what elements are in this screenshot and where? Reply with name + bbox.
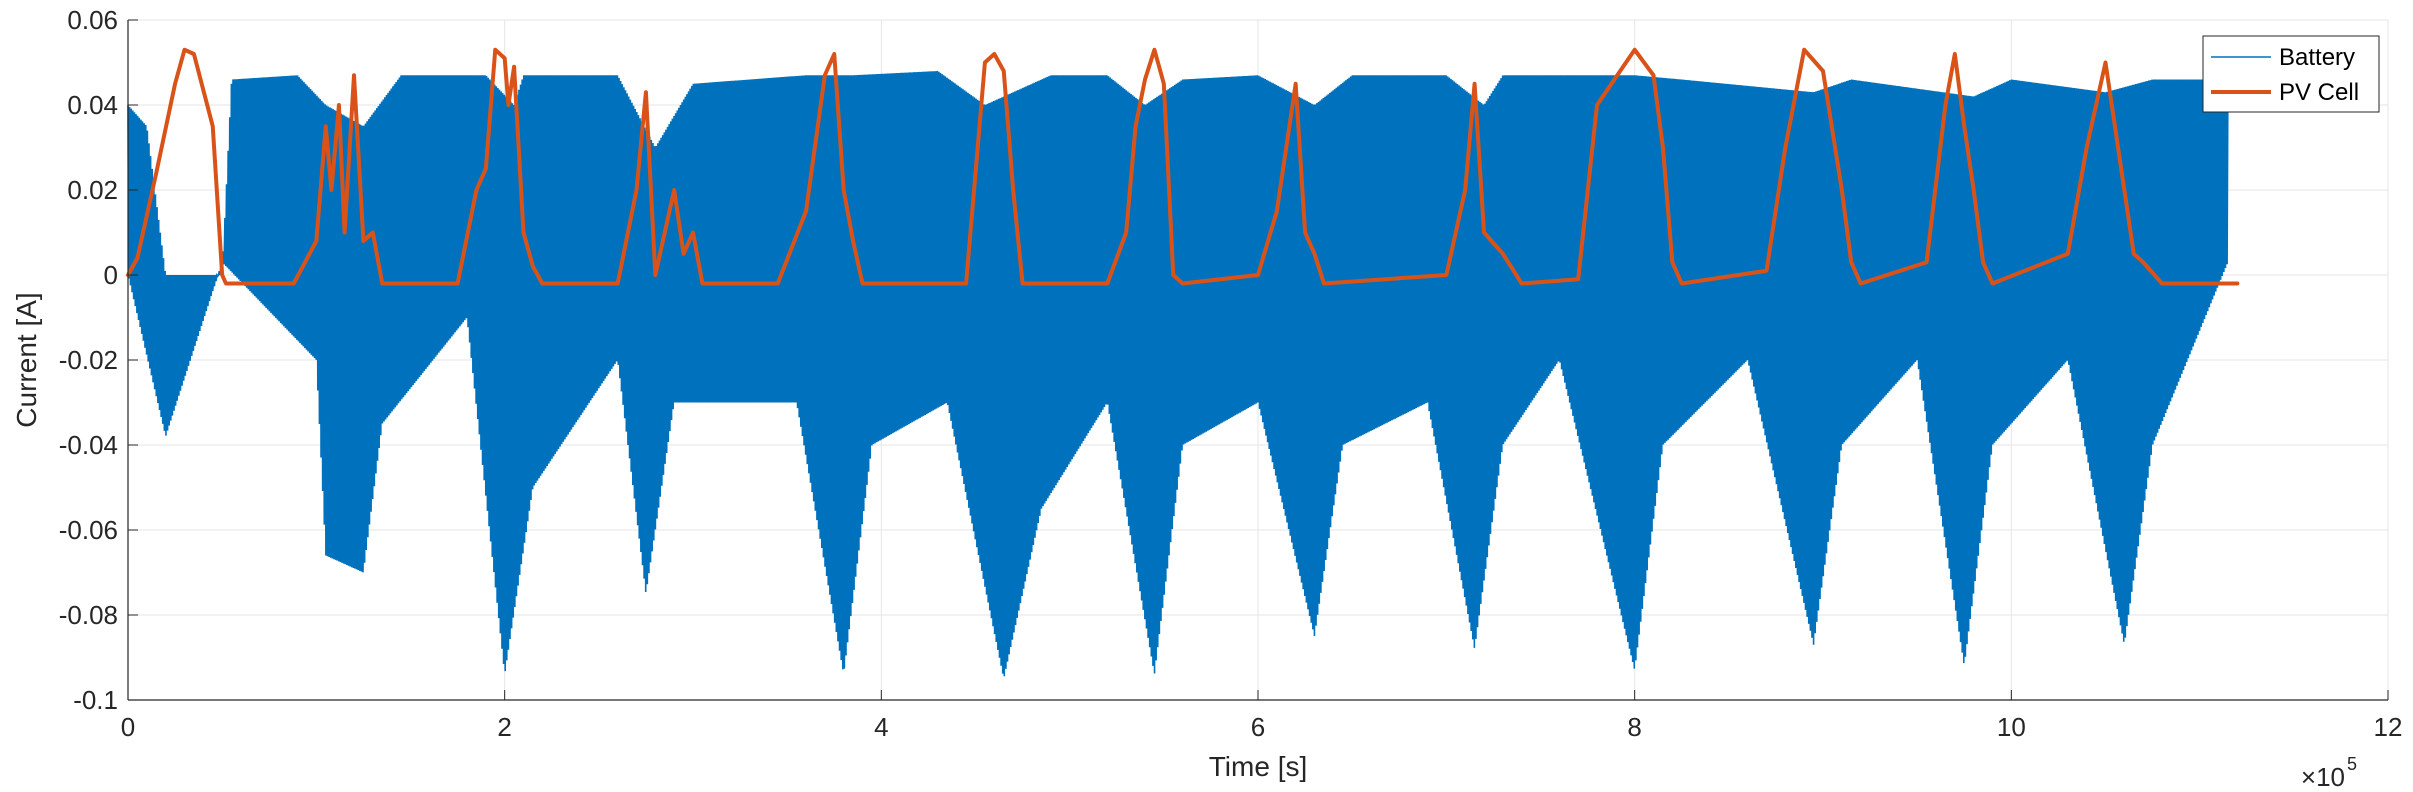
battery-series [127, 71, 2229, 677]
battery-line [127, 71, 2229, 677]
legend-pv-label: PV Cell [2279, 79, 2359, 106]
x-multiplier-base: ×10 [2301, 762, 2345, 792]
y-axis-label: Current [A] [11, 292, 42, 427]
x-multiplier-exponent: 5 [2347, 754, 2357, 774]
y-tick-label: -0.02 [59, 345, 118, 375]
x-tick-label: 12 [2374, 712, 2403, 742]
x-tick-label: 0 [121, 712, 135, 742]
x-tick-label: 10 [1997, 712, 2026, 742]
pv-cell-series [126, 47, 2240, 286]
x-axis-label: Time [s] [1209, 751, 1308, 782]
x-tick-label: 2 [497, 712, 511, 742]
x-tick-label: 4 [874, 712, 888, 742]
x-tick-label: 8 [1627, 712, 1641, 742]
y-tick-label: -0.06 [59, 515, 118, 545]
x-multiplier: ×10 5 [2301, 754, 2357, 792]
pv-cell-line [126, 47, 2240, 286]
y-tick-label: 0.02 [67, 175, 118, 205]
legend: Battery PV Cell [2202, 35, 2380, 113]
axes [127, 19, 2389, 701]
legend-box [2202, 35, 2380, 113]
y-tick-label: 0.06 [67, 5, 118, 35]
y-tick-label: -0.08 [59, 600, 118, 630]
y-tick-label: -0.04 [59, 430, 118, 460]
legend-battery-label: Battery [2279, 44, 2355, 71]
y-tick-label: 0.04 [67, 90, 118, 120]
tick-labels: 0 2 4 6 8 10 12 -0.1 -0.08 -0.06 -0.04 -0.02 0 0.02 0.… [59, 5, 2403, 742]
y-tick-label: -0.1 [73, 685, 118, 715]
y-tick-label: 0 [104, 260, 118, 290]
x-tick-label: 6 [1251, 712, 1265, 742]
